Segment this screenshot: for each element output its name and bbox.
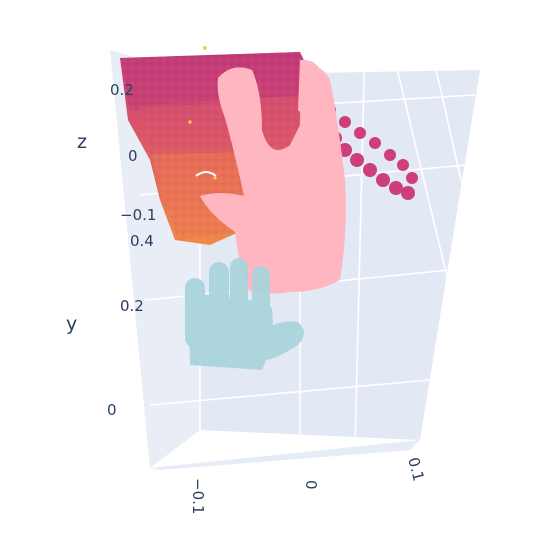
floor [150,440,420,470]
x-tick: 0 [302,480,320,490]
y-axis: y 0.4 0.2 0 [66,232,154,419]
x-tick: −0.1 [189,478,207,514]
z-tick: 0.2 [110,81,134,99]
x-axis: −0.1 0 0.1 [189,455,428,514]
z-tick: −0.1 [120,206,156,224]
blue-hand [185,258,304,370]
y-tick: 0.4 [130,232,154,250]
z-tick: 0 [128,147,138,165]
y-tick: 0.2 [120,297,144,315]
y-tick: 0 [107,401,117,419]
x-tick: 0.1 [404,455,428,483]
z-axis-title: z [77,131,87,153]
pink-hand-body [200,66,346,294]
y-axis-title: y [66,313,77,335]
z-axis: z 0.2 0 −0.1 [77,81,156,224]
